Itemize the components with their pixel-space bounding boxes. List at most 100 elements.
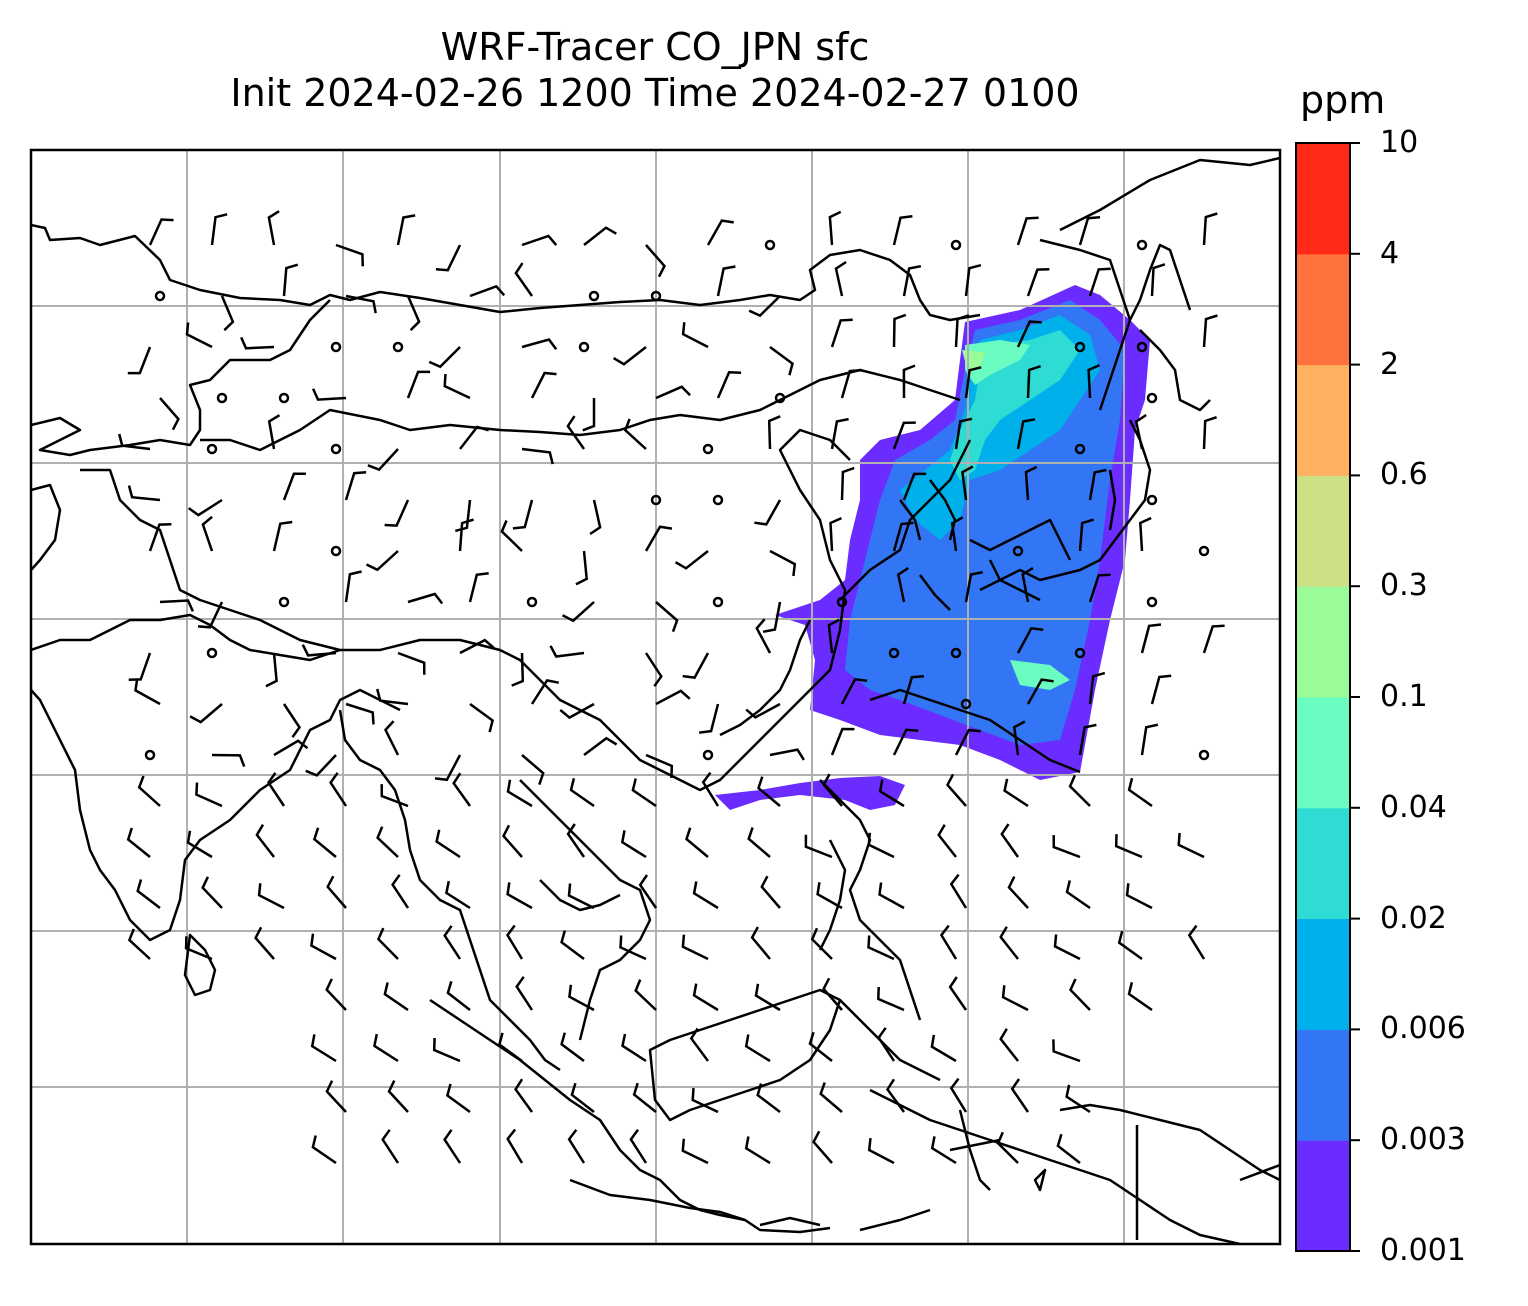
- wind-barb: [950, 516, 964, 552]
- wind-barb: [255, 823, 275, 858]
- wind-barb: [497, 1032, 523, 1063]
- wind-barb: [567, 883, 595, 910]
- wind-barb: [682, 652, 710, 679]
- colorbar-tick-label: 0.3: [1380, 568, 1428, 604]
- wind-barb: [186, 830, 213, 859]
- wind-barb: [828, 210, 842, 246]
- calm-wind-circle: [206, 443, 218, 455]
- wind-barb: [939, 924, 958, 960]
- wind-barb: [645, 753, 674, 778]
- wind-barb: [892, 521, 914, 552]
- wind-barb: [840, 368, 862, 399]
- wind-barb: [655, 689, 691, 706]
- plume-level-5: [965, 340, 1070, 690]
- wind-barb: [1065, 1084, 1091, 1114]
- calm-wind-circle: [206, 647, 218, 659]
- wind-barb: [511, 652, 525, 687]
- calm-wind-circle: [950, 647, 962, 659]
- wind-barb: [195, 782, 223, 808]
- wind-barb: [1125, 883, 1153, 910]
- wind-barb: [568, 984, 595, 1012]
- wind-barb: [376, 826, 399, 858]
- wind-barb: [187, 498, 223, 517]
- wind-barb: [365, 550, 399, 572]
- wind-barb: [878, 779, 905, 808]
- wind-barb: [201, 876, 223, 909]
- wind-barb: [1140, 723, 1159, 756]
- colorbar-tick-label: 0.1: [1380, 679, 1428, 714]
- map-title: WRF-Tracer CO_JPN sfc Init 2024-02-26 12…: [30, 24, 1280, 116]
- wind-barb: [691, 1088, 719, 1114]
- wind-barb: [716, 265, 736, 297]
- wind-barb: [750, 926, 771, 960]
- wind-barb: [1068, 774, 1091, 807]
- calm-wind-circle: [526, 596, 538, 608]
- wind-barb: [391, 874, 410, 909]
- wind-barb: [756, 1083, 781, 1113]
- wind-barb: [159, 599, 195, 612]
- calm-wind-circle: [650, 290, 662, 302]
- wind-barb: [689, 1027, 710, 1062]
- wind-barb: [559, 702, 595, 720]
- colorbar-unit-label: ppm: [1300, 78, 1386, 122]
- wind-barb: [432, 1037, 461, 1063]
- calm-wind-circle: [330, 443, 342, 455]
- calm-wind-circle: [578, 341, 590, 353]
- calm-wind-circle: [330, 545, 342, 557]
- wind-barb: [692, 881, 719, 910]
- wind-barb: [961, 465, 974, 501]
- wind-barb: [827, 618, 841, 654]
- wind-barb: [1069, 978, 1091, 1011]
- wind-barb: [375, 688, 409, 706]
- wind-barb: [1202, 624, 1225, 654]
- colorbar-tick-label: 0.001: [1380, 1233, 1466, 1268]
- wind-barb: [1016, 626, 1044, 654]
- wind-barb: [443, 925, 462, 960]
- wind-barb: [435, 829, 461, 859]
- colorbar-segment: [1296, 143, 1350, 255]
- wind-barb: [760, 875, 781, 909]
- wind-barb: [822, 773, 843, 807]
- wind-barb: [930, 1034, 957, 1063]
- wind-barb: [769, 549, 797, 577]
- wind-barb: [655, 385, 691, 400]
- wind-barb: [452, 772, 472, 807]
- wind-barb: [1078, 215, 1101, 246]
- calm-wind-circle: [1136, 341, 1148, 353]
- wind-barb: [744, 1034, 771, 1063]
- map-frame: [29, 148, 1282, 1246]
- wind-barb: [896, 566, 909, 603]
- wind-barb: [454, 499, 472, 533]
- wind-barb: [748, 295, 781, 318]
- wind-barb: [560, 1032, 585, 1062]
- wind-barb: [267, 210, 280, 246]
- wind-barb: [1007, 876, 1029, 909]
- calm-wind-circle: [216, 392, 228, 404]
- wind-barb: [685, 827, 709, 858]
- wind-barb: [282, 472, 306, 501]
- wind-barb: [1127, 777, 1153, 808]
- wind-barb: [325, 978, 347, 1011]
- colorbar-tick-label: 0.02: [1380, 900, 1447, 936]
- wind-barb: [812, 1130, 833, 1164]
- wind-barb: [623, 418, 647, 450]
- wind-barb: [435, 244, 462, 272]
- wind-barb: [136, 879, 161, 909]
- wind-barb: [902, 472, 927, 501]
- wind-barb: [1202, 212, 1218, 246]
- wind-barb: [948, 976, 968, 1011]
- wind-barb: [373, 1033, 399, 1063]
- wind-barb: [701, 771, 720, 807]
- wind-barb: [521, 447, 554, 465]
- wind-barb: [999, 1028, 1019, 1062]
- wind-barb: [834, 260, 847, 297]
- wind-barb: [387, 1080, 409, 1113]
- wind-barb: [500, 520, 523, 552]
- wind-barb: [867, 935, 895, 961]
- wind-barb: [521, 234, 558, 247]
- wind-barb: [311, 1135, 337, 1165]
- wind-barb: [755, 618, 772, 654]
- wind-barb: [210, 213, 228, 246]
- wind-barb: [1012, 720, 1026, 756]
- wind-barb: [840, 466, 855, 501]
